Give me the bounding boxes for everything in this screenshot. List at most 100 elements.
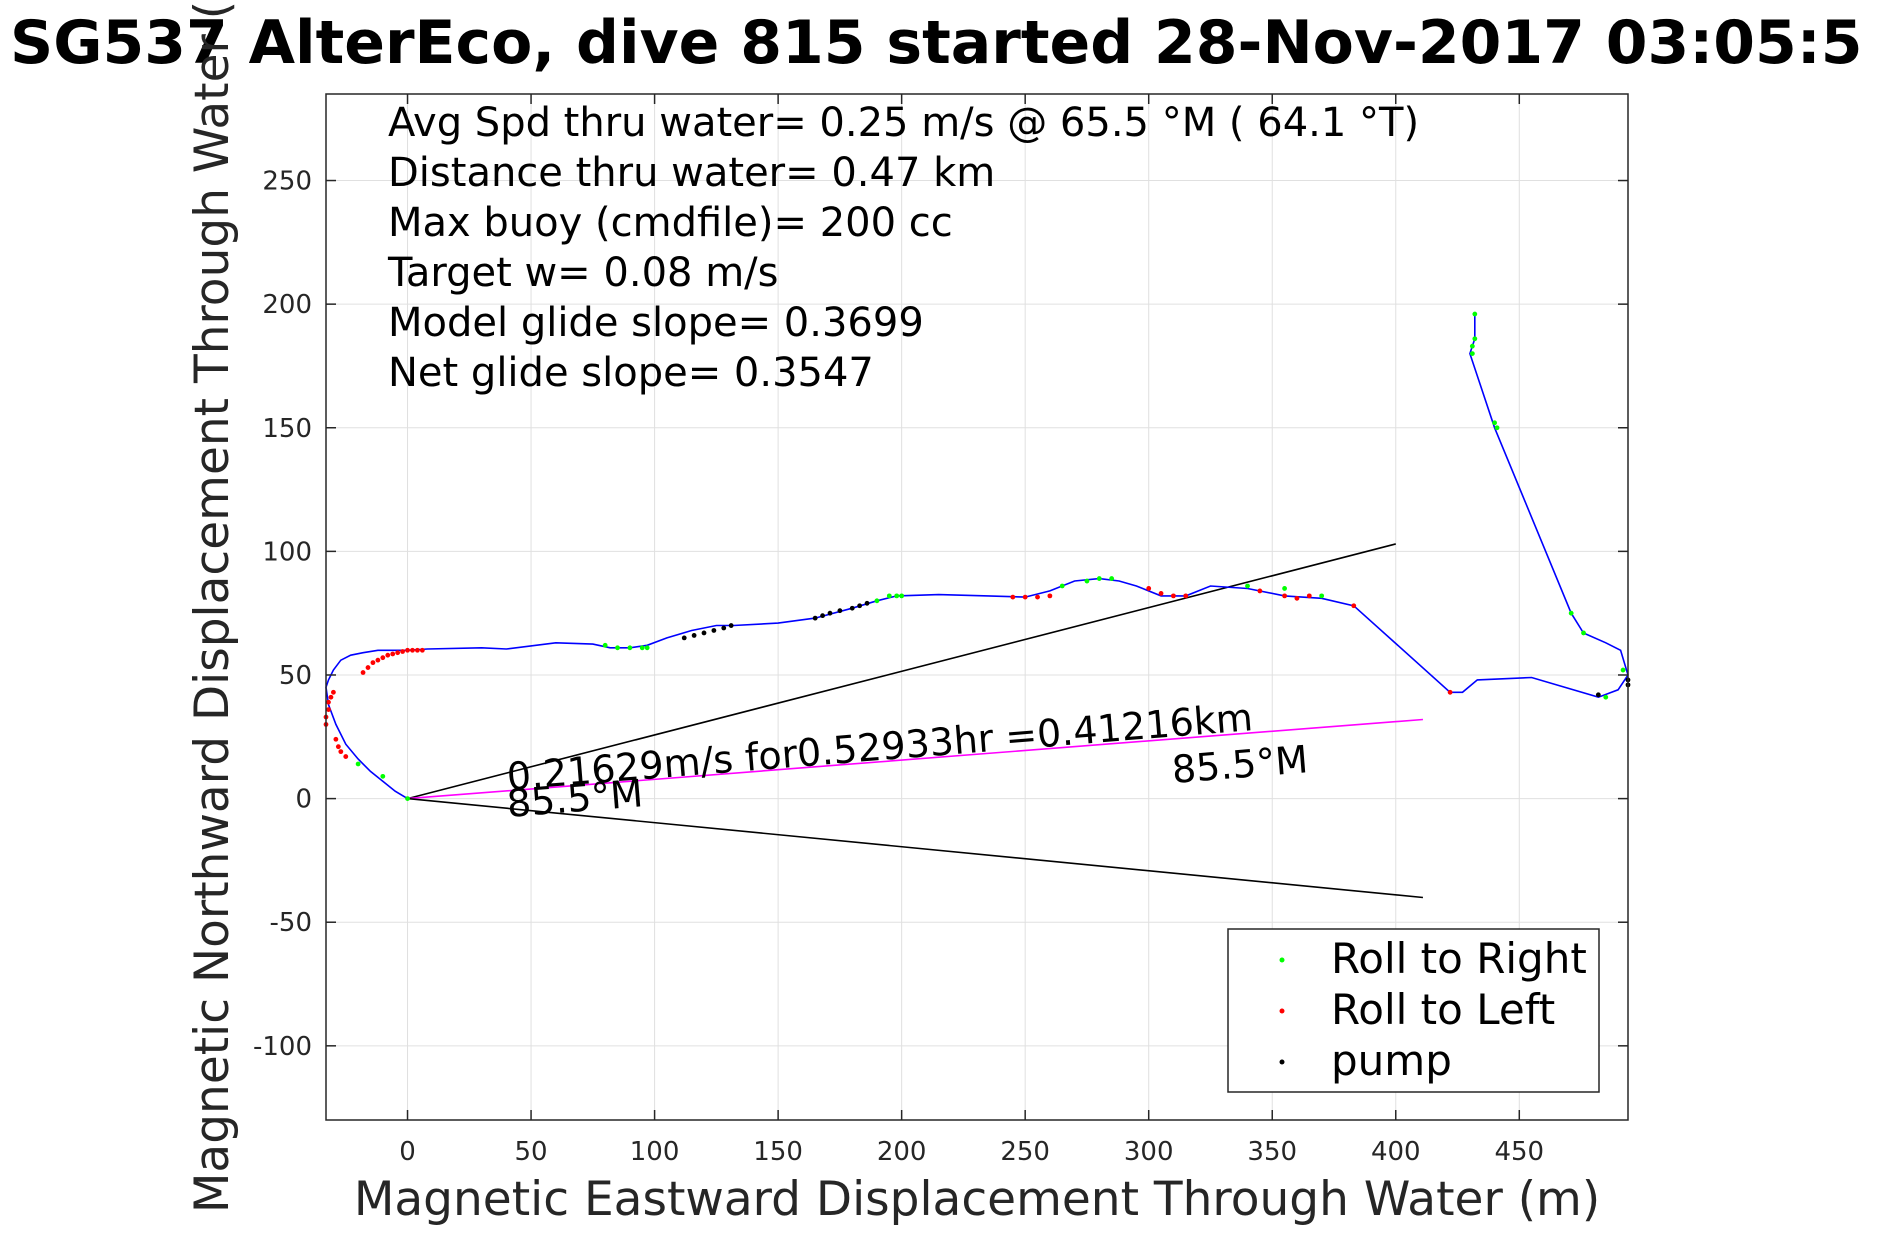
roll-to-left-point (1047, 593, 1053, 599)
roll-to-left-point (1146, 586, 1152, 591)
roll-to-right-point (1492, 420, 1497, 426)
roll-to-right-point (1620, 667, 1626, 673)
roll-to-left-point (385, 652, 391, 658)
roll-to-left-point (331, 689, 336, 695)
info-model-glide-slope: Model glide slope= 0.3699 (388, 300, 924, 346)
roll-to-right-point (602, 642, 608, 648)
y-tick-label: -100 (253, 1032, 312, 1062)
roll-to-left-point (328, 694, 334, 700)
info-avg-speed: Avg Spd thru water= 0.25 m/s @ 65.5 °M (… (388, 100, 1419, 146)
roll-to-right-point (886, 593, 892, 599)
info-net-glide-slope: Net glide slope= 0.3547 (388, 350, 874, 396)
roll-to-left-point (1010, 594, 1016, 600)
roll-to-right-point (380, 773, 386, 779)
roll-to-left-point (400, 649, 405, 654)
roll-to-right-point (1245, 583, 1250, 589)
pump-point (728, 623, 734, 628)
y-tick-label: 150 (262, 414, 312, 444)
legend-box (1227, 928, 1600, 1093)
y-axis-label: Magnetic Northward Displacement Through … (185, 1, 240, 1213)
roll-to-left-point (1022, 594, 1028, 600)
roll-to-right-point (1472, 311, 1478, 317)
pump-point (827, 610, 833, 616)
roll-to-right-point (1603, 694, 1609, 700)
pump-point (849, 605, 855, 611)
roll-to-left-point (326, 699, 331, 705)
roll-to-left-point (343, 754, 349, 759)
roll-to-right-point (1469, 343, 1475, 349)
y-tick-label: 0 (295, 785, 312, 815)
pump-point (812, 615, 818, 621)
x-tick-label: 350 (1247, 1137, 1297, 1167)
x-tick-label: 150 (753, 1137, 803, 1167)
x-tick-label: 250 (1000, 1137, 1050, 1167)
x-tick-label: 100 (630, 1137, 680, 1167)
roll-to-left-point (1447, 689, 1453, 695)
x-tick-label: 50 (515, 1137, 548, 1167)
pump-point (820, 613, 825, 619)
roll-to-left-point (395, 650, 401, 656)
pump-point (691, 633, 697, 638)
plot-frame (325, 93, 1629, 1121)
info-distance: Distance thru water= 0.47 km (388, 150, 995, 196)
y-tick-label: 200 (262, 290, 312, 320)
roll-to-left-point (335, 744, 341, 750)
roll-to-left-point (1351, 603, 1357, 609)
pump-point (857, 603, 863, 609)
roll-to-left-point (360, 670, 366, 675)
roll-to-left-point (326, 707, 331, 712)
roll-to-left-point (1257, 588, 1263, 594)
roll-to-right-point (1109, 576, 1115, 581)
roll-to-right-point (405, 796, 410, 802)
roll-to-left-point (370, 660, 376, 666)
chart-title: SG537 AlterEco, dive 815 started 28-Nov-… (10, 8, 1863, 78)
pump-point (681, 635, 687, 641)
roll-to-left-point (390, 651, 396, 657)
x-tick-label: 0 (399, 1137, 416, 1167)
legend-label-pump: pump (1331, 1036, 1452, 1085)
roll-to-left-point (419, 647, 425, 653)
x-axis-label: Magnetic Eastward Displacement Through W… (354, 1172, 1600, 1227)
x-tick-label: 450 (1494, 1137, 1544, 1167)
pump-point (711, 628, 717, 633)
roll-to-right-point (1084, 578, 1090, 584)
pump-point (701, 630, 707, 636)
roll-to-right-point (644, 645, 650, 651)
x-tick-label: 400 (1371, 1137, 1421, 1167)
legend: Roll to Right Roll to Left pump (1227, 928, 1600, 1093)
roll-to-right-point (1096, 576, 1102, 581)
x-tick-label: 300 (1124, 1137, 1174, 1167)
legend-marker-roll-right (1279, 957, 1285, 963)
roll-to-right-point (874, 598, 880, 604)
legend-marker-pump (1279, 1059, 1285, 1065)
y-tick-label: 100 (262, 537, 312, 567)
roll-to-left-point (1158, 591, 1164, 596)
roll-pump-markers (323, 311, 1631, 802)
roll-to-left-point (338, 749, 344, 755)
roll-to-right-point (355, 761, 361, 767)
info-target-w: Target w= 0.08 m/s (387, 250, 778, 296)
info-text-block: Avg Spd thru water= 0.25 m/s @ 65.5 °M (… (387, 100, 1419, 396)
roll-to-left-point (1306, 593, 1312, 599)
roll-to-right-point (1472, 336, 1478, 342)
roll-to-left-point (380, 655, 386, 661)
roll-to-left-point (365, 665, 371, 670)
roll-to-right-point (894, 593, 900, 599)
x-tick-label: 200 (877, 1137, 927, 1167)
roll-to-left-point (410, 647, 415, 653)
legend-label-roll-left: Roll to Left (1331, 985, 1555, 1034)
roll-to-right-point (1282, 586, 1287, 591)
roll-to-right-point (1469, 351, 1475, 356)
roll-to-left-point (375, 657, 381, 663)
roll-to-left-point (1183, 593, 1189, 599)
roll-to-left-point (333, 736, 339, 742)
roll-to-right-point (1568, 610, 1574, 616)
glider-track-line (325, 314, 1629, 800)
roll-to-left-point (1035, 594, 1040, 600)
roll-to-left-point (1282, 593, 1287, 599)
info-max-buoy: Max buoy (cmdfile)= 200 cc (388, 200, 953, 246)
axis-ticks: 0 50 100 150 200 250 300 350 400 450 -100 -50 0 50 100… (253, 94, 1628, 1167)
roll-to-right-point (627, 645, 633, 651)
roll-to-left-point (1171, 593, 1176, 599)
